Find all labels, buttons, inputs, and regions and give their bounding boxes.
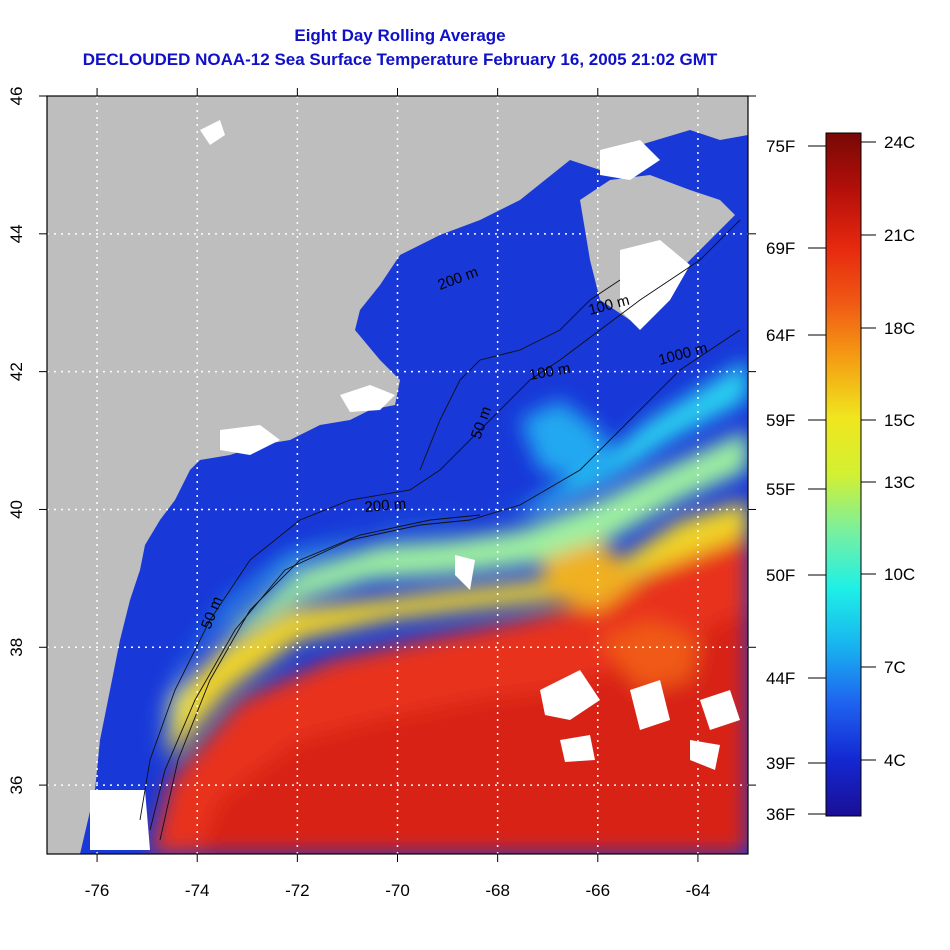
colorbar-gradient <box>825 132 862 817</box>
lat-tick-label: 36 <box>7 776 26 795</box>
lat-tick-label: 44 <box>7 224 26 243</box>
lon-tick-label: -70 <box>385 881 410 900</box>
colorbar-fahrenheit-labels: 75F 69F 64F 59F 55F 50F 44F 39F 36F <box>766 137 826 824</box>
colorbar-f-label: 75F <box>766 137 795 156</box>
sst-field <box>150 360 748 854</box>
lon-tick-label: -76 <box>85 881 110 900</box>
colorbar-c-label: 13C <box>884 473 915 492</box>
contour-label: 200 m <box>364 495 407 516</box>
lat-tick-label: 40 <box>7 500 26 519</box>
depth-contours <box>139 219 741 841</box>
colorbar-f-label: 36F <box>766 805 795 824</box>
colorbar-c-label: 4C <box>884 751 906 770</box>
lat-tick-label: 46 <box>7 87 26 106</box>
colorbar-celsius-labels: 24C 21C 18C 15C 13C 10C 7C 4C <box>861 133 915 770</box>
colorbar-c-label: 15C <box>884 411 915 430</box>
colorbar-f-label: 64F <box>766 326 795 345</box>
colorbar-f-label: 69F <box>766 239 795 258</box>
contour-label: 100 m <box>528 360 572 384</box>
colorbar-c-label: 7C <box>884 658 906 677</box>
colorbar-f-label: 55F <box>766 480 795 499</box>
lon-tick-label: -72 <box>285 881 310 900</box>
colorbar-c-label: 18C <box>884 319 915 338</box>
colorbar-c-label: 24C <box>884 133 915 152</box>
colorbar-c-label: 21C <box>884 226 915 245</box>
colorbar-f-label: 39F <box>766 754 795 773</box>
lon-tick-label: -66 <box>585 881 610 900</box>
colorbar-f-label: 50F <box>766 566 795 585</box>
lat-tick-label: 38 <box>7 638 26 657</box>
chart-title: Eight Day Rolling Average <box>294 26 506 45</box>
lat-tick-label: 42 <box>7 362 26 381</box>
chart-subtitle: DECLOUDED NOAA-12 Sea Surface Temperatur… <box>82 50 718 69</box>
colorbar: 75F 69F 64F 59F 55F 50F 44F 39F 36F 24C 21C 18C 15C… <box>766 132 915 824</box>
lon-tick-label: -68 <box>485 881 510 900</box>
colorbar-f-label: 59F <box>766 411 795 430</box>
colorbar-c-label: 10C <box>884 565 915 584</box>
colorbar-f-label: 44F <box>766 669 795 688</box>
lon-tick-label: -64 <box>686 881 711 900</box>
lon-tick-label: -74 <box>185 881 210 900</box>
graticule <box>47 96 748 854</box>
axes: -76 -74 -72 -70 -68 -66 -64 36 38 40 42 44 46 <box>7 87 756 900</box>
